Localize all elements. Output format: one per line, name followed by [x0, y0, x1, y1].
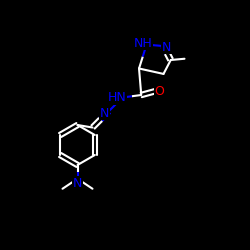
Text: NH: NH — [134, 37, 152, 50]
Text: N: N — [162, 41, 171, 54]
Text: N: N — [100, 107, 109, 120]
Text: N: N — [73, 177, 82, 190]
Text: HN: HN — [108, 91, 126, 104]
Text: O: O — [154, 85, 164, 98]
